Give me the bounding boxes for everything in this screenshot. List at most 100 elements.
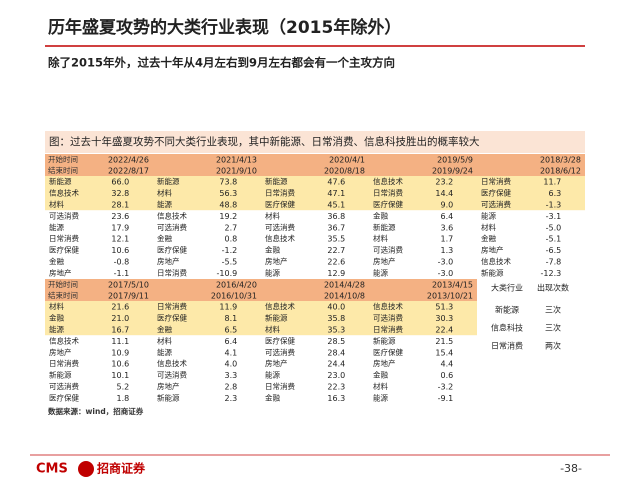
sector: 金融 [481,233,496,243]
sector: 能源 [265,370,280,380]
sector: 能源 [49,324,64,334]
return: 23.6 [111,212,129,221]
highlight-band [45,176,585,211]
sector: 新能源 [49,176,72,186]
return: 36.8 [327,212,345,221]
caption-box [45,131,585,153]
return: 22.3 [327,383,345,392]
sector: 可选消费 [157,370,187,380]
end-date: 2022/8/17 [108,167,149,176]
start-date: 2017/5/10 [108,281,149,290]
return: 10.6 [111,360,129,369]
start-date: 2022/4/26 [108,156,149,165]
sector: 房地产 [265,358,288,368]
highlight-band [45,301,477,336]
sector: 房地产 [49,347,72,357]
return: 5.2 [117,383,130,392]
sector: 日常消费 [481,176,511,186]
sector: 新能源 [157,176,180,186]
sector: 信息技术 [265,233,295,243]
sector: 金融 [49,256,64,266]
sector: 能源 [157,199,172,209]
title: 历年盛夏攻势的大类行业表现（2015年除外） [48,17,401,38]
return: -10.9 [217,269,238,278]
end-date: 2021/9/10 [216,167,257,176]
sector: 医疗保健 [157,313,187,323]
return: -3.0 [438,269,454,278]
return: 11.1 [111,337,129,346]
return: 51.3 [435,303,453,312]
sector: 信息技术 [49,335,79,345]
return: 47.1 [327,189,345,198]
return: 21.5 [435,337,453,346]
return: 19.2 [219,212,237,221]
sector: 医疗保健 [481,188,511,198]
return: 17.9 [111,223,129,232]
sector: 房地产 [157,381,180,391]
return: 10.1 [111,371,129,380]
sector: 信息技术 [265,301,295,311]
return: -3.2 [438,383,454,392]
sector: 房地产 [265,256,288,266]
sector: 能源 [481,210,496,220]
return: 4.1 [225,348,238,357]
return: 1.3 [441,246,454,255]
return: 2.7 [225,223,238,232]
sector: 材料 [481,222,496,232]
return: -0.8 [114,258,130,267]
start-label: 开始时间 [48,279,78,289]
sector: 信息技术 [157,358,187,368]
logo-icon [78,461,94,477]
sector: 医疗保健 [373,199,403,209]
sector: 材料 [265,324,280,334]
return: 14.4 [435,189,453,198]
return: 24.4 [327,360,345,369]
sector: 可选消费 [157,222,187,232]
return: 0.8 [225,235,238,244]
return: 1.7 [441,235,454,244]
sector: 房地产 [481,245,504,255]
return: 47.6 [327,178,345,187]
subtitle: 除了2015年外，过去十年从4月左右到9月左右都会有一个主攻方向 [48,56,395,70]
return: 10.9 [111,348,129,357]
sector: 日常消费 [49,233,79,243]
sector: 医疗保健 [157,245,187,255]
return: -7.8 [546,258,562,267]
return: -5.0 [546,223,562,232]
company: 招商证券 [97,461,146,476]
sector: 金融 [265,245,280,255]
end-date: 2016/10/31 [211,292,257,301]
page-number: -38- [560,462,582,475]
start-date: 2016/4/20 [216,281,257,290]
sector: 材料 [265,210,280,220]
end-date: 2020/8/18 [324,167,365,176]
sector: 材料 [373,233,388,243]
sector: 房地产 [157,256,180,266]
sector: 医疗保健 [265,335,295,345]
return: 22.6 [327,258,345,267]
sector: 可选消费 [373,245,403,255]
sector: 信息技术 [373,176,403,186]
sector: 可选消费 [265,347,295,357]
start-date: 2018/3/28 [540,156,581,165]
return: -1.2 [222,246,238,255]
summary-header: 大类行业 [491,283,523,293]
start-date: 2021/4/13 [216,156,257,165]
sector: 材料 [49,301,64,311]
sector: 新能源 [373,222,396,232]
sector: 日常消费 [373,188,403,198]
header-band [45,154,585,176]
header-band [45,279,477,301]
start-label: 开始时间 [48,154,78,164]
sector: 能源 [265,267,280,277]
sector: 金融 [157,233,172,243]
end-date: 2017/9/11 [108,292,149,301]
sector: 日常消费 [265,381,295,391]
sector: 信息技术 [481,256,511,266]
return: 1.8 [117,394,130,403]
summary-cell: 两次 [545,341,561,351]
sector: 医疗保健 [49,245,79,255]
sector: 金融 [373,370,388,380]
